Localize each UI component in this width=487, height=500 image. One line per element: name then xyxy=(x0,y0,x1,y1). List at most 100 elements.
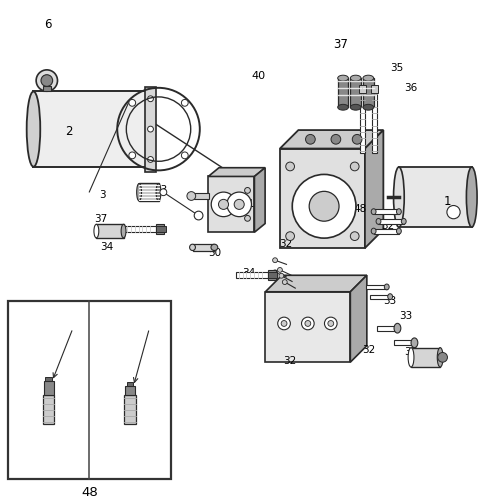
Text: 43: 43 xyxy=(154,185,168,195)
Ellipse shape xyxy=(401,218,406,224)
Text: 3: 3 xyxy=(99,190,106,200)
Ellipse shape xyxy=(396,228,401,234)
Circle shape xyxy=(286,162,295,171)
Bar xyxy=(378,219,404,224)
Text: 32: 32 xyxy=(283,356,297,366)
Polygon shape xyxy=(265,276,367,292)
Text: 256-0588: 256-0588 xyxy=(23,309,74,318)
Text: 1: 1 xyxy=(444,196,451,208)
Circle shape xyxy=(244,188,250,194)
Circle shape xyxy=(279,274,284,278)
Text: 37: 37 xyxy=(94,214,107,224)
Text: OE#56662: OE#56662 xyxy=(108,320,151,330)
Polygon shape xyxy=(280,130,383,148)
Ellipse shape xyxy=(411,338,418,347)
Bar xyxy=(363,78,374,108)
Bar xyxy=(44,382,54,395)
Circle shape xyxy=(352,134,362,144)
Circle shape xyxy=(41,74,53,86)
Bar xyxy=(399,167,472,227)
Circle shape xyxy=(305,134,315,144)
Ellipse shape xyxy=(363,104,374,110)
Ellipse shape xyxy=(396,208,401,214)
Circle shape xyxy=(181,100,188,106)
Circle shape xyxy=(148,156,153,162)
Ellipse shape xyxy=(384,284,389,290)
Polygon shape xyxy=(365,130,383,248)
Circle shape xyxy=(273,270,278,275)
Ellipse shape xyxy=(137,184,142,201)
Ellipse shape xyxy=(337,104,348,110)
Ellipse shape xyxy=(27,92,40,166)
Circle shape xyxy=(305,320,311,326)
Circle shape xyxy=(301,317,314,330)
Bar xyxy=(366,285,387,289)
Ellipse shape xyxy=(337,75,348,81)
Circle shape xyxy=(227,192,251,216)
Text: 48: 48 xyxy=(81,486,98,499)
Circle shape xyxy=(181,152,188,159)
Circle shape xyxy=(278,268,282,272)
Circle shape xyxy=(350,162,359,171)
Ellipse shape xyxy=(408,348,414,367)
Circle shape xyxy=(331,134,341,144)
Bar xyxy=(268,270,276,280)
Circle shape xyxy=(36,70,57,91)
Bar xyxy=(124,395,136,424)
Ellipse shape xyxy=(350,104,361,110)
Text: 32: 32 xyxy=(362,345,375,355)
Circle shape xyxy=(282,280,287,284)
Bar xyxy=(8,302,170,478)
Bar xyxy=(192,244,214,250)
Bar xyxy=(372,90,377,154)
Polygon shape xyxy=(208,168,265,176)
Bar xyxy=(268,272,278,278)
Circle shape xyxy=(234,200,244,209)
Polygon shape xyxy=(265,292,350,362)
Circle shape xyxy=(129,152,136,159)
Circle shape xyxy=(447,206,460,219)
Bar xyxy=(96,224,124,238)
Text: 32: 32 xyxy=(382,221,395,231)
Circle shape xyxy=(281,320,287,326)
Circle shape xyxy=(309,192,339,221)
Bar xyxy=(411,348,440,367)
Bar xyxy=(156,224,164,234)
Text: 35: 35 xyxy=(390,64,403,74)
Circle shape xyxy=(273,258,278,262)
Circle shape xyxy=(187,192,196,200)
Circle shape xyxy=(278,317,290,330)
Text: 256-0587: 256-0587 xyxy=(105,309,155,318)
Text: Current Style: Current Style xyxy=(102,440,158,448)
Bar xyxy=(337,78,348,108)
Bar xyxy=(34,92,148,166)
Circle shape xyxy=(148,96,153,102)
Bar xyxy=(394,340,414,345)
Ellipse shape xyxy=(121,224,126,238)
Ellipse shape xyxy=(350,75,361,81)
Polygon shape xyxy=(350,276,367,362)
Text: Block Code G3: Block Code G3 xyxy=(18,450,79,459)
Circle shape xyxy=(194,211,203,220)
Text: 33: 33 xyxy=(399,311,413,321)
Circle shape xyxy=(438,352,448,362)
Bar xyxy=(127,382,133,386)
Ellipse shape xyxy=(371,208,376,214)
Bar xyxy=(370,294,390,298)
Bar xyxy=(377,326,397,330)
Ellipse shape xyxy=(467,167,477,227)
Bar xyxy=(145,86,156,172)
Ellipse shape xyxy=(371,228,376,234)
Circle shape xyxy=(148,126,153,132)
Text: and lower: and lower xyxy=(28,460,70,469)
Polygon shape xyxy=(208,176,254,233)
Bar xyxy=(45,376,52,382)
Text: 36: 36 xyxy=(404,83,418,93)
Text: 40: 40 xyxy=(251,70,265,81)
Text: 50: 50 xyxy=(208,248,221,258)
Text: 41: 41 xyxy=(242,200,255,209)
Text: 32: 32 xyxy=(280,239,293,249)
Ellipse shape xyxy=(363,75,374,81)
Text: 6: 6 xyxy=(44,18,52,31)
Circle shape xyxy=(350,232,359,240)
